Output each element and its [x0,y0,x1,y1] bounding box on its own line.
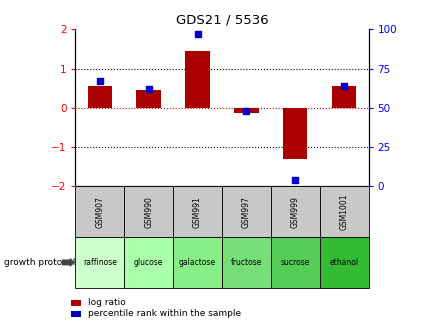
Text: raffinose: raffinose [83,258,117,267]
Text: GSM997: GSM997 [241,196,250,228]
Point [340,83,347,89]
Title: GDS21 / 5536: GDS21 / 5536 [175,14,267,27]
Text: galactose: galactose [178,258,215,267]
Text: GSM907: GSM907 [95,196,104,228]
Text: ethanol: ethanol [329,258,358,267]
Text: fructose: fructose [230,258,261,267]
Text: sucrose: sucrose [280,258,309,267]
Text: growth protocol: growth protocol [4,258,76,267]
Bar [233,108,258,112]
Bar [331,86,356,108]
Point [243,109,249,114]
Text: GSM990: GSM990 [144,196,153,228]
Text: percentile rank within the sample: percentile rank within the sample [88,309,241,318]
Text: log ratio: log ratio [88,298,126,307]
Text: GSM999: GSM999 [290,196,299,228]
Point [291,178,298,183]
Bar [87,86,112,108]
Point [194,31,200,37]
Text: GSM991: GSM991 [193,196,202,228]
Text: glucose: glucose [134,258,163,267]
Bar [185,51,209,108]
Bar [136,90,160,108]
Bar [283,108,307,159]
Point [145,86,152,92]
Text: GSM1001: GSM1001 [339,194,348,230]
Point [96,78,103,84]
